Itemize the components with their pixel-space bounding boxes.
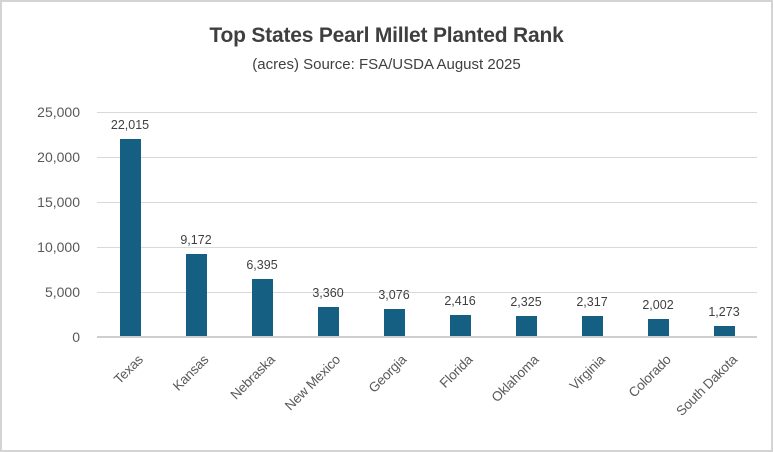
x-axis-category-label: South Dakota xyxy=(672,352,740,419)
y-axis-tick-label: 25,000 xyxy=(37,104,80,120)
gridline xyxy=(97,111,757,113)
bar-value-label: 2,325 xyxy=(510,295,542,310)
y-axis-tick-label: 5,000 xyxy=(44,284,80,300)
x-axis-category-label: New Mexico xyxy=(282,352,344,414)
x-axis-category-label: Georgia xyxy=(366,352,410,396)
bar-new-mexico xyxy=(317,306,339,337)
bar-oklahoma xyxy=(515,316,537,337)
bar-kansas xyxy=(185,254,207,337)
bar-value-label: 3,076 xyxy=(378,288,410,303)
y-axis-tick-label: 10,000 xyxy=(37,239,80,255)
chart-subtitle: (acres) Source: FSA/USDA August 2025 xyxy=(252,56,521,73)
bar-colorado xyxy=(647,318,669,337)
x-axis-category-label: Virginia xyxy=(566,352,608,394)
chart-title: Top States Pearl Millet Planted Rank xyxy=(209,24,564,47)
x-axis-category-label: Colorado xyxy=(625,352,674,401)
x-axis-category-label: Kansas xyxy=(169,352,212,394)
bar-value-label: 2,002 xyxy=(642,297,674,312)
x-axis-category-label: Florida xyxy=(436,352,476,391)
x-axis-category-label: Oklahoma xyxy=(488,352,542,405)
bar-value-label: 2,317 xyxy=(576,295,608,310)
bar-value-label: 6,395 xyxy=(246,258,278,273)
bar-value-label: 3,360 xyxy=(312,285,344,300)
y-axis-tick-label: 20,000 xyxy=(37,149,80,165)
bar-value-label: 2,416 xyxy=(444,294,476,309)
bar-florida xyxy=(449,315,471,337)
y-axis-tick-label: 0 xyxy=(72,329,80,345)
gridline xyxy=(97,156,757,158)
x-axis-category-label: Nebraska xyxy=(227,352,278,403)
bar-value-label: 1,273 xyxy=(708,304,740,319)
x-axis-category-label: Texas xyxy=(110,352,146,387)
gridline xyxy=(97,201,757,203)
bar-georgia xyxy=(383,309,405,337)
bar-nebraska xyxy=(251,279,273,337)
bar-south-dakota xyxy=(713,325,735,337)
bar-value-label: 22,015 xyxy=(110,117,150,132)
y-axis-tick-label: 15,000 xyxy=(37,194,80,210)
bar-texas xyxy=(119,138,141,337)
bar-value-label: 9,172 xyxy=(180,233,212,248)
bar-virginia xyxy=(581,316,603,337)
